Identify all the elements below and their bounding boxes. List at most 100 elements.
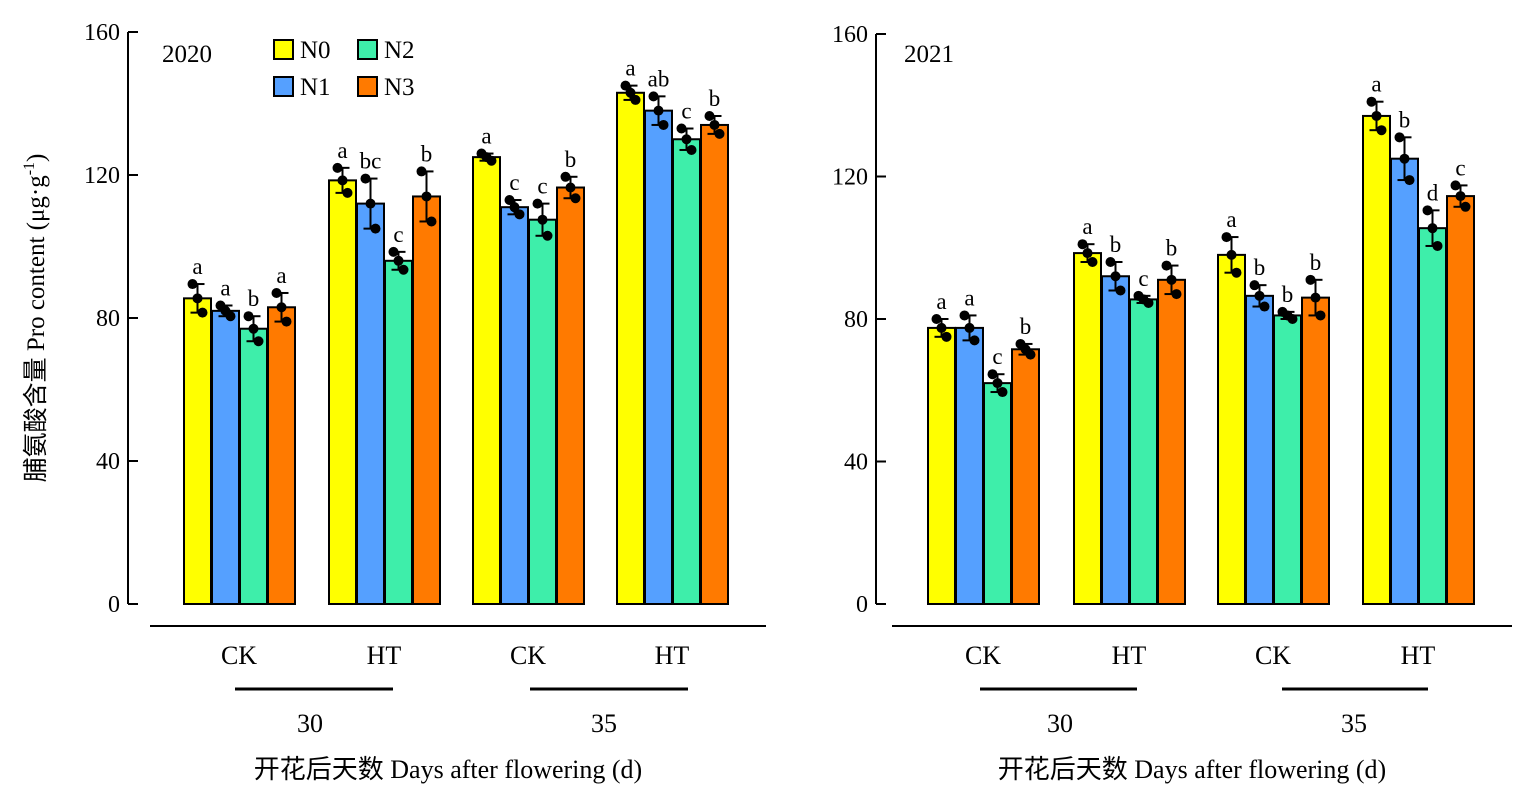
day-group-label: 30	[1047, 709, 1073, 738]
legend-label-N1: N1	[300, 74, 331, 101]
data-point	[271, 287, 282, 298]
bar-N1	[356, 202, 385, 605]
data-point	[1427, 223, 1438, 234]
data-point	[714, 128, 725, 139]
data-point	[416, 166, 427, 177]
data-point	[625, 87, 636, 98]
y-axis-title: 脯氨酸含量 Pro content (μg·g-1)	[21, 154, 50, 483]
y-tick-label: 120	[84, 163, 120, 189]
data-point	[1221, 232, 1232, 243]
bar-N1	[1390, 157, 1419, 605]
data-point	[1455, 191, 1466, 202]
data-point	[1025, 349, 1036, 360]
data-point	[225, 311, 236, 322]
y-tick-label: 40	[96, 449, 120, 475]
day-group-label: 35	[591, 709, 617, 738]
bar-N0	[472, 156, 501, 605]
data-point	[936, 322, 947, 333]
significance-letter: b	[1282, 282, 1294, 307]
data-point	[1105, 257, 1116, 267]
data-point	[630, 94, 641, 105]
bar-N3	[1301, 296, 1330, 605]
x-category-label: CK	[965, 641, 1001, 670]
significance-letter: b	[1110, 232, 1122, 257]
significance-letter: b	[248, 286, 260, 311]
data-point	[504, 195, 515, 206]
significance-letter: b	[1399, 107, 1411, 132]
y-tick-label: 80	[96, 306, 120, 332]
significance-letter: b	[709, 86, 721, 111]
data-point	[243, 311, 254, 322]
significance-letter: a	[337, 138, 347, 163]
x-category-label: CK	[1255, 641, 1291, 670]
bar-N2	[1129, 298, 1158, 605]
significance-letter: c	[1455, 155, 1465, 180]
significance-letter: b	[1166, 236, 1178, 261]
data-point	[281, 316, 292, 327]
bar-N0	[616, 91, 645, 606]
significance-letter: a	[481, 124, 491, 149]
bar-N2	[1418, 227, 1447, 605]
data-point	[514, 209, 525, 220]
bar-N0	[1362, 114, 1391, 605]
panel-year-label: 2020	[162, 41, 212, 68]
significance-letter: a	[625, 56, 635, 81]
data-point	[1394, 132, 1405, 143]
bar-N0	[1073, 252, 1102, 605]
data-point	[964, 322, 975, 333]
data-point	[681, 134, 692, 145]
data-point	[1166, 274, 1177, 285]
data-point	[426, 216, 437, 227]
significance-letter: c	[681, 99, 691, 124]
data-point	[532, 198, 543, 209]
data-point	[1305, 274, 1316, 285]
significance-letter: b	[1020, 314, 1032, 339]
bar-N1	[500, 206, 529, 606]
data-point	[1371, 110, 1382, 121]
x-category-label: HT	[655, 641, 690, 670]
data-point	[542, 230, 553, 241]
data-point	[992, 378, 1003, 389]
data-point	[987, 369, 998, 380]
data-point	[1171, 289, 1182, 300]
x-category-label: CK	[221, 641, 257, 670]
significance-letter: c	[992, 344, 1002, 369]
bar-N3	[556, 186, 585, 605]
legend-label-N3: N3	[384, 74, 415, 101]
data-point	[1450, 180, 1461, 191]
data-point	[1254, 290, 1265, 301]
data-point	[570, 193, 581, 204]
bar-N1	[1245, 294, 1274, 605]
significance-letter: a	[1226, 207, 1236, 232]
bar-N3	[1446, 195, 1475, 605]
day-group-label: 35	[1341, 709, 1367, 738]
bar-N1	[644, 109, 673, 606]
data-point	[486, 155, 497, 166]
legend-label-N0: N0	[300, 37, 331, 64]
data-point	[1259, 301, 1270, 312]
y-tick-label: 0	[108, 592, 120, 618]
significance-letter: c	[393, 222, 403, 247]
data-point	[941, 331, 952, 342]
legend-label-N2: N2	[384, 37, 415, 64]
bar-N2	[1273, 314, 1302, 605]
bar-N3	[1157, 278, 1186, 605]
legend: N0 N1 N2 N3	[273, 37, 415, 101]
data-point	[393, 255, 404, 266]
bar-N0	[927, 326, 956, 605]
y-tick-label: 160	[832, 22, 868, 48]
bar-N3	[1011, 348, 1040, 605]
x-axis-title: 开花后天数 Days after flowering (d)	[254, 755, 642, 784]
bar-N2	[384, 259, 413, 605]
data-point	[686, 144, 697, 155]
data-point	[1310, 292, 1321, 303]
x-category-label: HT	[1112, 641, 1147, 670]
data-point	[388, 246, 399, 257]
data-point	[1404, 175, 1415, 186]
data-point	[276, 302, 287, 313]
data-point	[1143, 297, 1154, 308]
significance-letter: b	[565, 147, 577, 172]
y-tick-label: 0	[856, 592, 868, 618]
